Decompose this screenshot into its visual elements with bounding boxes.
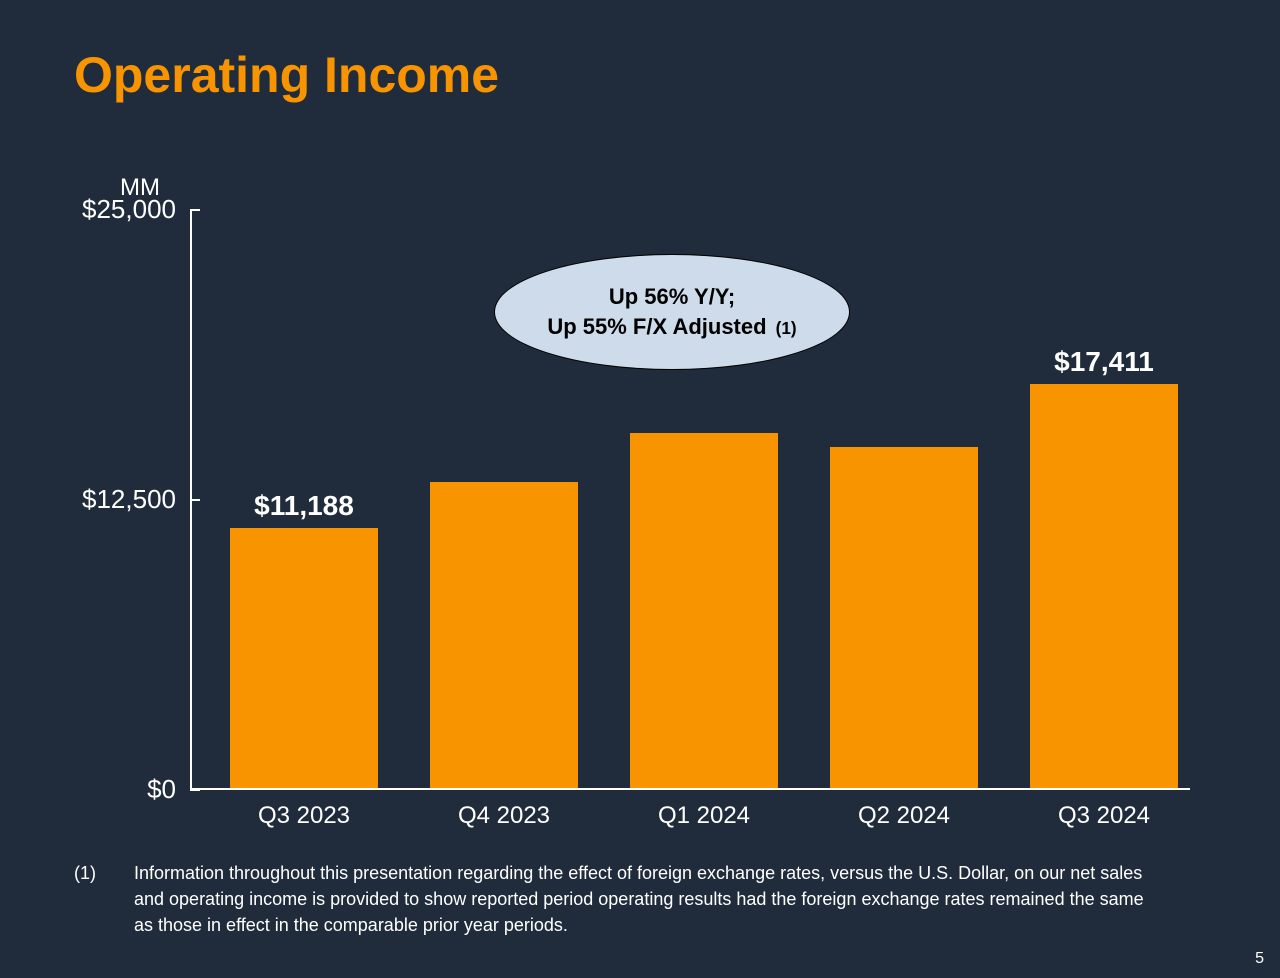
bar [230,528,378,788]
x-axis-label: Q4 2023 [424,802,584,830]
bar [430,482,578,788]
slide-title: Operating Income [74,46,499,104]
callout-footnote-ref: (1) [776,318,797,338]
y-tick-label: $25,000 [16,194,176,225]
callout-line-2: Up 55% F/X Adjusted (1) [547,312,796,342]
y-tick-mark [190,209,200,211]
x-axis-line [190,788,1190,790]
slide: Operating Income MM $0$12,500$25,000Q3 2… [0,0,1280,978]
x-axis-label: Q2 2024 [824,802,984,830]
x-axis-label: Q3 2024 [1024,802,1184,830]
bar [630,433,778,788]
bar [1030,384,1178,788]
x-axis-label: Q1 2024 [624,802,784,830]
y-tick-label: $0 [16,774,176,805]
page-number: 5 [1255,950,1264,968]
y-tick-label: $12,500 [16,484,176,515]
bar-value-label: $17,411 [1014,346,1194,378]
y-tick-mark [190,499,200,501]
bar-chart: MM $0$12,500$25,000Q3 2023$11,188Q4 2023… [190,210,1190,790]
bar [830,447,978,788]
callout-line-1: Up 56% Y/Y; [609,282,735,312]
footnote-number: (1) [74,860,96,886]
x-axis-label: Q3 2023 [224,802,384,830]
bar-value-label: $11,188 [214,490,394,522]
footnote-text: Information throughout this presentation… [134,860,1154,938]
y-tick-mark [190,789,200,791]
callout-bubble: Up 56% Y/Y;Up 55% F/X Adjusted (1) [494,254,850,370]
